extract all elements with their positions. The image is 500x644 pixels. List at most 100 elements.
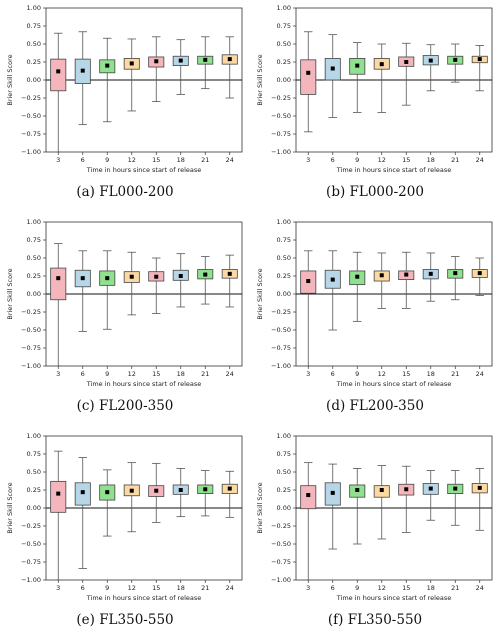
caption-f: (f) FL350-550 [327,612,423,628]
y-tick-label: −0.25 [271,522,291,530]
boxplot-chart-e: 1.00 0.75 0.50 0.25 0.00 −0.25 −0.50 −0.75 −1.00… [6,432,243,602]
panel-d: 1.00 0.75 0.50 0.25 0.00 −0.25 −0.50 −0.75 −1.00… [250,214,500,428]
box [50,480,67,513]
y-axis-title: Brier Skill Score [256,482,264,533]
y-tick-label: −1.00 [21,362,41,370]
median-marker [306,279,311,284]
x-axis-title: Time in hours since start of release [86,166,202,174]
x-tick-label: 9 [105,156,109,164]
y-tick-label: 1.00 [27,218,41,226]
median-marker [227,486,232,491]
median-marker [178,488,183,492]
x-axis-title: Time in hours since start of release [86,594,202,602]
median-marker [306,493,311,498]
y-axis-title: Brier Skill Score [6,54,14,105]
median-marker [379,62,384,67]
y-tick-label: 0.75 [277,236,291,244]
x-tick-label: 18 [427,370,435,378]
y-tick-label: 1.00 [277,218,291,226]
y-tick-label: 0.75 [277,22,291,30]
y-tick-label: −0.25 [271,94,291,102]
x-tick-label: 12 [378,584,386,592]
median-marker [477,485,482,490]
x-tick-label: 9 [105,370,109,378]
y-tick-label: −0.75 [21,344,41,352]
median-marker [178,58,183,63]
y-tick-label: −1.00 [271,576,291,584]
panel-f: 1.00 0.75 0.50 0.25 0.00 −0.25 −0.50 −0.75 −1.00… [250,428,500,642]
box [300,485,317,510]
x-axis-title: Time in hours since start of release [336,166,452,174]
median-marker [330,490,335,495]
x-tick-label: 21 [451,370,459,378]
median-marker [428,486,433,491]
x-tick-label: 15 [402,370,410,378]
boxplot-chart-b: 1.00 0.75 0.50 0.25 0.00 −0.25 −0.50 −0.75 −1.00… [256,4,493,174]
median-marker [404,487,409,492]
boxplot-chart-f: 1.00 0.75 0.50 0.25 0.00 −0.25 −0.50 −0.75 −1.00… [256,432,493,602]
y-tick-label: −0.75 [271,558,291,566]
median-marker [80,68,85,73]
caption-b: (b) FL000-200 [326,184,424,200]
median-marker [105,276,110,281]
x-tick-label: 3 [56,584,60,592]
y-tick-label: 0.25 [277,272,291,280]
x-tick-label: 12 [128,370,136,378]
y-tick-label: 1.00 [277,432,291,440]
y-tick-label: 0.00 [27,504,41,512]
median-marker [428,271,433,276]
median-marker [105,63,110,68]
x-tick-label: 15 [402,156,410,164]
x-tick-label: 15 [152,370,160,378]
boxplot-chart-c: 1.00 0.75 0.50 0.25 0.00 −0.25 −0.50 −0.75 −1.00… [6,218,243,388]
y-tick-label: −1.00 [21,576,41,584]
y-tick-label: −1.00 [271,148,291,156]
y-tick-label: 0.25 [277,486,291,494]
x-tick-label: 9 [355,584,359,592]
x-tick-label: 3 [306,584,310,592]
x-tick-label: 18 [177,156,185,164]
y-tick-label: 0.25 [27,58,41,66]
y-tick-label: 0.25 [27,486,41,494]
boxplot-chart-a: 1.00 0.75 0.50 0.25 0.00 −0.25 −0.50 −0.75 −1.00… [6,4,243,174]
y-tick-label: 0.00 [277,504,291,512]
box [50,58,67,92]
x-tick-label: 3 [56,156,60,164]
median-marker [154,59,159,64]
x-tick-label: 12 [128,584,136,592]
x-tick-label: 12 [378,370,386,378]
median-marker [80,276,85,281]
y-tick-label: −0.50 [271,112,291,120]
y-tick-label: −0.75 [21,130,41,138]
y-tick-label: −1.00 [271,362,291,370]
x-tick-label: 6 [331,584,335,592]
caption-c: (c) FL200-350 [76,398,174,414]
boxplot-chart-d: 1.00 0.75 0.50 0.25 0.00 −0.25 −0.50 −0.75 −1.00… [256,218,493,388]
median-marker [404,60,409,64]
y-tick-label: 0.50 [27,40,41,48]
median-marker [477,57,482,62]
x-tick-label: 21 [451,156,459,164]
y-axis-title: Brier Skill Score [256,268,264,319]
median-marker [330,277,335,282]
median-marker [379,488,384,492]
median-marker [379,273,384,278]
median-marker [227,57,232,62]
y-tick-label: 0.75 [27,236,41,244]
x-tick-label: 3 [56,370,60,378]
x-tick-label: 3 [306,370,310,378]
y-tick-label: 1.00 [277,4,291,12]
median-marker [355,274,360,279]
median-marker [203,57,208,62]
median-marker [453,486,458,491]
y-tick-label: −0.75 [21,558,41,566]
x-tick-label: 21 [201,370,209,378]
y-tick-label: 0.75 [27,450,41,458]
y-tick-label: −0.50 [21,326,41,334]
median-marker [129,488,134,493]
y-tick-label: −0.50 [271,540,291,548]
median-marker [203,487,208,492]
median-marker [129,274,134,279]
y-tick-label: −0.75 [271,344,291,352]
caption-d: (d) FL200-350 [326,398,424,414]
